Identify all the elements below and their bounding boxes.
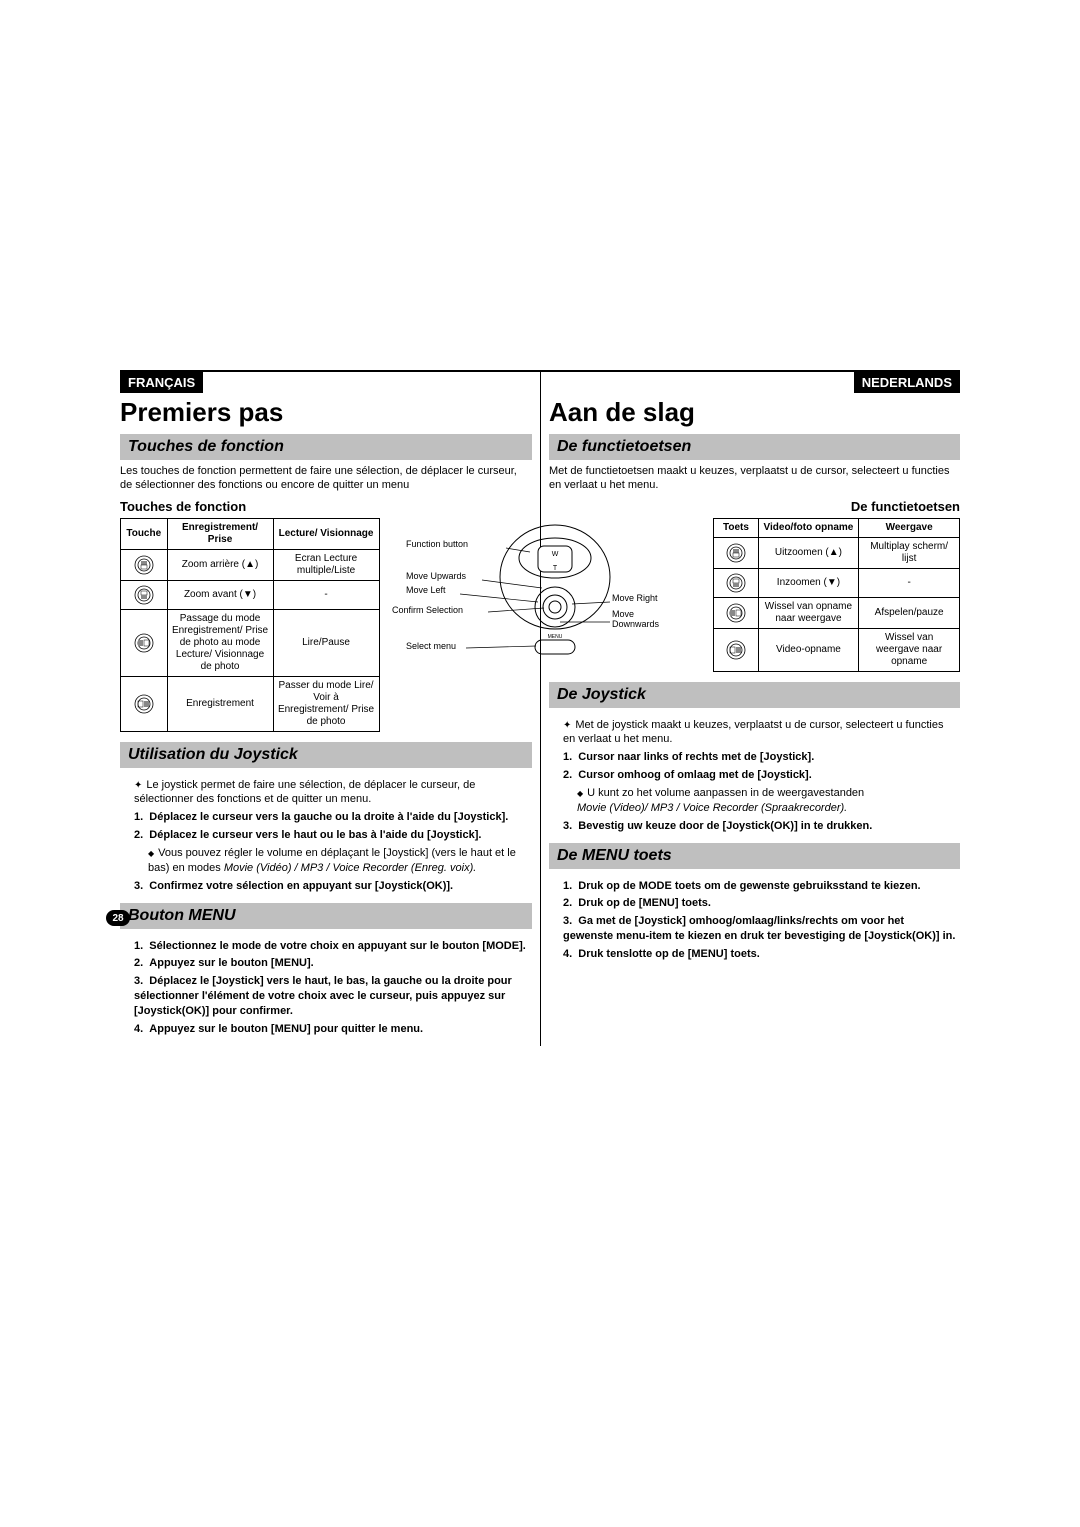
label-left: Move Left bbox=[406, 586, 446, 596]
intro-nl: Met de functietoetsen maakt u keuzes, ve… bbox=[549, 464, 960, 493]
text: Déplacez le curseur vers la gauche ou la… bbox=[149, 811, 508, 823]
title-nl: Aan de slag bbox=[549, 397, 960, 428]
page-number-badge: 28 bbox=[106, 910, 130, 926]
label-t: T bbox=[553, 565, 558, 572]
text: Met de joystick maakt u keuzes, verplaat… bbox=[563, 719, 943, 746]
title-fr: Premiers pas bbox=[120, 397, 532, 428]
table-row: Passage du mode Enregistrement/ Prise de… bbox=[121, 609, 380, 676]
joystick-up-icon bbox=[714, 537, 758, 568]
cell: Zoom arrière (▲) bbox=[167, 549, 273, 580]
cell: Uitzoomen (▲) bbox=[758, 537, 859, 568]
section-joystick-fr: Utilisation du Joystick bbox=[120, 742, 532, 768]
text: Déplacez le [Joystick] vers le haut, le … bbox=[134, 975, 512, 1017]
intro-fr: Les touches de fonction permettent de fa… bbox=[120, 464, 532, 493]
page: 28 FRANÇAIS Premiers pas Touches de fonc… bbox=[120, 370, 960, 1046]
cell: Afspelen/pauze bbox=[859, 597, 960, 628]
cell: - bbox=[273, 580, 379, 609]
th-lecture: Lecture/ Visionnage bbox=[273, 518, 379, 549]
text: Ga met de [Joystick] omhoog/omlaag/links… bbox=[563, 915, 955, 942]
table-row: Zoom avant (▼) - bbox=[121, 580, 380, 609]
label-right: Move Right bbox=[612, 594, 658, 604]
text: Druk tenslotte op de [MENU] toets. bbox=[578, 948, 760, 960]
label-w: W bbox=[552, 551, 559, 558]
label-selmenu: Select menu bbox=[406, 642, 456, 652]
text: Druk op de MODE toets om de gewenste geb… bbox=[578, 880, 920, 892]
th-touche: Touche bbox=[121, 518, 168, 549]
cell: - bbox=[859, 568, 960, 597]
subtitle-functie: De functietoetsen bbox=[549, 499, 960, 514]
table-row: Video-opname Wissel van weergave naar op… bbox=[714, 628, 960, 671]
cell: Lire/Pause bbox=[273, 609, 379, 676]
joystick-right-icon bbox=[121, 676, 168, 731]
table-nl: Toets Video/foto opname Weergave Uitzoom… bbox=[713, 518, 960, 672]
column-french: FRANÇAIS Premiers pas Touches de fonctio… bbox=[120, 372, 540, 1046]
section-menu-nl: De MENU toets bbox=[549, 843, 960, 869]
section-touches: Touches de fonction bbox=[120, 434, 532, 460]
label-up: Move Upwards bbox=[406, 572, 466, 582]
cell: Passer du mode Lire/ Voir à Enregistreme… bbox=[273, 676, 379, 731]
joystick-right-icon bbox=[714, 628, 758, 671]
text: Cursor omhoog of omlaag met de [Joystick… bbox=[578, 769, 811, 781]
th-enreg: Enregistrement/ Prise bbox=[167, 518, 273, 549]
th-toets: Toets bbox=[714, 518, 758, 537]
joystick-text-nl: Met de joystick maakt u keuzes, verplaat… bbox=[549, 712, 960, 843]
cell: Ecran Lecture multiple/Liste bbox=[273, 549, 379, 580]
text-ital: Movie (Video)/ MP3 / Voice Recorder (Spr… bbox=[577, 802, 847, 814]
text: Déplacez le curseur vers le haut ou le b… bbox=[149, 829, 481, 841]
table-row: Uitzoomen (▲) Multiplay scherm/ lijst bbox=[714, 537, 960, 568]
cell: Video-opname bbox=[758, 628, 859, 671]
table-row: Inzoomen (▼) - bbox=[714, 568, 960, 597]
joystick-left-icon bbox=[121, 609, 168, 676]
text: Cursor naar links of rechts met de [Joys… bbox=[578, 751, 814, 763]
table-row: Enregistrement Passer du mode Lire/ Voir… bbox=[121, 676, 380, 731]
section-functie: De functietoetsen bbox=[549, 434, 960, 460]
text-ital: Movie (Vidéo) / MP3 / Voice Recorder (En… bbox=[224, 862, 476, 874]
menu-text-nl: 1. Druk op de MODE toets om de gewenste … bbox=[549, 873, 960, 971]
th-opname: Video/foto opname bbox=[758, 518, 859, 537]
lang-badge-fr: FRANÇAIS bbox=[120, 372, 203, 393]
label-fn: Function button bbox=[406, 540, 468, 550]
cell: Inzoomen (▼) bbox=[758, 568, 859, 597]
column-dutch: NEDERLANDS Aan de slag De functietoetsen… bbox=[540, 372, 960, 1046]
subtitle-touches: Touches de fonction bbox=[120, 499, 532, 514]
cell: Zoom avant (▼) bbox=[167, 580, 273, 609]
label-down: Move Downwards bbox=[612, 610, 659, 630]
joystick-down-icon bbox=[121, 580, 168, 609]
label-menu-btn: MENU bbox=[548, 634, 563, 640]
cell: Multiplay scherm/ lijst bbox=[859, 537, 960, 568]
text: Confirmez votre sélection en appuyant su… bbox=[149, 880, 453, 892]
cell: Enregistrement bbox=[167, 676, 273, 731]
table-row: Wissel van opname naar weergave Afspelen… bbox=[714, 597, 960, 628]
text: Sélectionnez le mode de votre choix en a… bbox=[149, 940, 526, 952]
joystick-left-icon bbox=[714, 597, 758, 628]
text: U kunt zo het volume aanpassen in de wee… bbox=[587, 787, 864, 799]
text: Appuyez sur le bouton [MENU]. bbox=[149, 957, 313, 969]
center-diagram: W T MENU Function button Move Upwards Mo… bbox=[410, 522, 670, 702]
cell: Passage du mode Enregistrement/ Prise de… bbox=[167, 609, 273, 676]
section-menu-fr: Bouton MENU bbox=[120, 903, 532, 929]
text: Appuyez sur le bouton [MENU] pour quitte… bbox=[149, 1023, 423, 1035]
cell: Wissel van opname naar weergave bbox=[758, 597, 859, 628]
text: Druk op de [MENU] toets. bbox=[578, 897, 711, 909]
table-row: Zoom arrière (▲) Ecran Lecture multiple/… bbox=[121, 549, 380, 580]
text: Le joystick permet de faire une sélectio… bbox=[134, 779, 475, 806]
label-confirm: Confirm Selection bbox=[392, 606, 463, 616]
cell: Wissel van weergave naar opname bbox=[859, 628, 960, 671]
joystick-up-icon bbox=[121, 549, 168, 580]
table-fr: Touche Enregistrement/ Prise Lecture/ Vi… bbox=[120, 518, 380, 732]
joystick-down-icon bbox=[714, 568, 758, 597]
th-weergave: Weergave bbox=[859, 518, 960, 537]
menu-text-fr: 1. Sélectionnez le mode de votre choix e… bbox=[120, 933, 532, 1046]
text: Bevestig uw keuze door de [Joystick(OK)]… bbox=[578, 820, 872, 832]
joystick-text-fr: Le joystick permet de faire une sélectio… bbox=[120, 772, 532, 903]
lang-badge-nl: NEDERLANDS bbox=[854, 372, 960, 393]
